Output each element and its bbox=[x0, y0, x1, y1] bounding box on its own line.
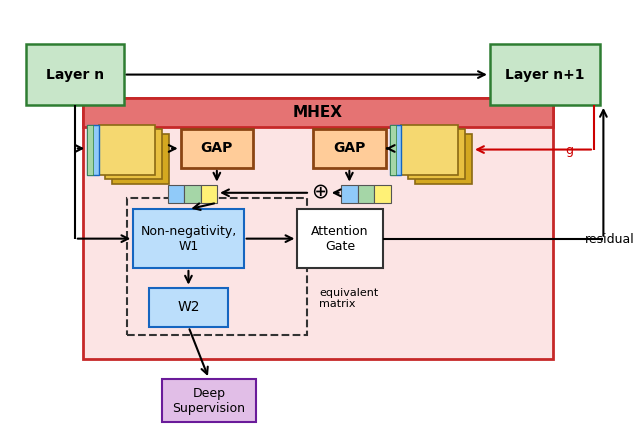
FancyBboxPatch shape bbox=[26, 44, 124, 105]
Bar bbox=[184, 184, 201, 203]
Bar bbox=[358, 184, 374, 203]
Bar bbox=[374, 184, 390, 203]
FancyBboxPatch shape bbox=[83, 99, 553, 127]
FancyBboxPatch shape bbox=[106, 129, 163, 179]
FancyBboxPatch shape bbox=[390, 125, 401, 174]
FancyBboxPatch shape bbox=[113, 134, 169, 184]
Text: GAP: GAP bbox=[333, 141, 365, 156]
Text: GAP: GAP bbox=[201, 141, 233, 156]
Bar bbox=[127, 198, 307, 335]
Bar bbox=[342, 184, 358, 203]
FancyBboxPatch shape bbox=[87, 125, 99, 174]
Bar bbox=[201, 184, 217, 203]
Text: Layer n: Layer n bbox=[46, 68, 104, 82]
FancyBboxPatch shape bbox=[490, 44, 600, 105]
Text: Layer n+1: Layer n+1 bbox=[505, 68, 585, 82]
FancyBboxPatch shape bbox=[83, 99, 553, 359]
Bar bbox=[168, 184, 184, 203]
FancyBboxPatch shape bbox=[99, 125, 156, 174]
FancyBboxPatch shape bbox=[390, 125, 396, 174]
Text: g: g bbox=[566, 144, 573, 157]
FancyBboxPatch shape bbox=[87, 125, 93, 174]
FancyBboxPatch shape bbox=[162, 379, 256, 422]
Text: W2: W2 bbox=[177, 300, 200, 314]
FancyBboxPatch shape bbox=[180, 129, 253, 168]
FancyBboxPatch shape bbox=[408, 129, 465, 179]
Text: Deep
Supervision: Deep Supervision bbox=[172, 387, 246, 415]
FancyBboxPatch shape bbox=[401, 125, 458, 174]
Text: equivalent
matrix: equivalent matrix bbox=[319, 288, 379, 309]
Text: Non-negativity,
W1: Non-negativity, W1 bbox=[140, 225, 237, 252]
FancyBboxPatch shape bbox=[149, 287, 228, 327]
FancyBboxPatch shape bbox=[313, 129, 386, 168]
FancyBboxPatch shape bbox=[415, 134, 472, 184]
FancyBboxPatch shape bbox=[133, 209, 244, 268]
Text: Attention
Gate: Attention Gate bbox=[311, 225, 369, 252]
FancyBboxPatch shape bbox=[298, 209, 383, 268]
Text: MHEX: MHEX bbox=[293, 105, 343, 120]
Text: $\oplus$: $\oplus$ bbox=[310, 183, 328, 203]
Text: residual: residual bbox=[585, 233, 635, 246]
